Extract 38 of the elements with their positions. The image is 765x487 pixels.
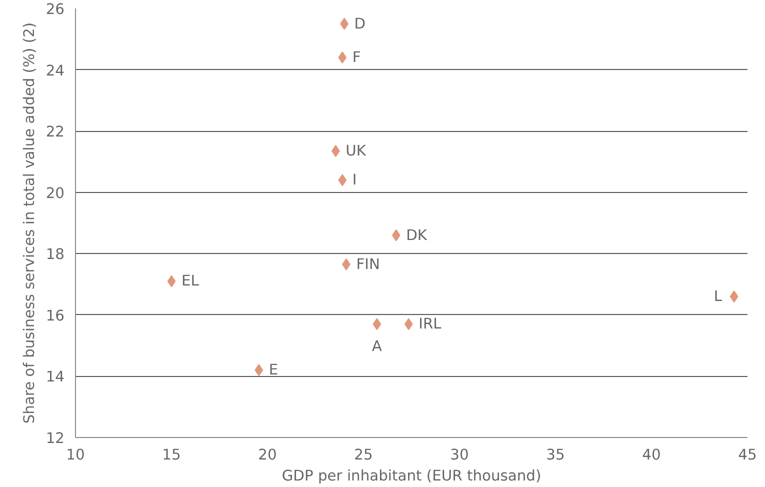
point: [338, 174, 347, 186]
annotation: A: [372, 338, 382, 356]
annotation: F: [352, 49, 361, 66]
x-tick-label: 45: [738, 446, 757, 464]
point: [254, 364, 264, 376]
annotation: E: [268, 362, 278, 379]
annotation: I: [352, 172, 357, 189]
x-tick-label: 40: [642, 446, 661, 464]
y-tick-label: 14: [46, 368, 65, 386]
y-axis-title: Share of business services in total value added (%) (2): [20, 22, 38, 424]
y-tick-label: 26: [46, 1, 65, 18]
y-tick-label: 16: [46, 307, 65, 324]
point: [331, 144, 340, 157]
x-tick-label: 20: [258, 446, 277, 464]
x-tick-label: 10: [66, 446, 85, 464]
annotation: D: [354, 15, 366, 32]
y-tick-label: 20: [46, 184, 65, 202]
point: [372, 318, 382, 330]
x-tick-label: 25: [354, 446, 373, 464]
y-tick-label: 24: [46, 62, 65, 80]
x-axis-title: GDP per inhabitant (EUR thousand): [282, 468, 542, 484]
y-tick-label: 18: [46, 246, 65, 264]
y-tick-label: 22: [46, 124, 65, 141]
annotation: UK: [346, 142, 366, 160]
point: [730, 290, 738, 303]
x-tick-label: 35: [546, 446, 565, 464]
annotation: IRL: [418, 316, 442, 333]
annotation: DK: [406, 226, 428, 244]
y-tick-label: 12: [46, 430, 65, 447]
point: [404, 318, 413, 330]
point: [392, 229, 400, 242]
annotation: L: [714, 288, 723, 306]
point: [167, 275, 176, 288]
point: [338, 52, 347, 64]
x-tick-label: 30: [450, 446, 469, 464]
annotation: EL: [182, 272, 200, 290]
x-tick-label: 15: [162, 446, 181, 464]
annotation: FIN: [356, 256, 380, 273]
